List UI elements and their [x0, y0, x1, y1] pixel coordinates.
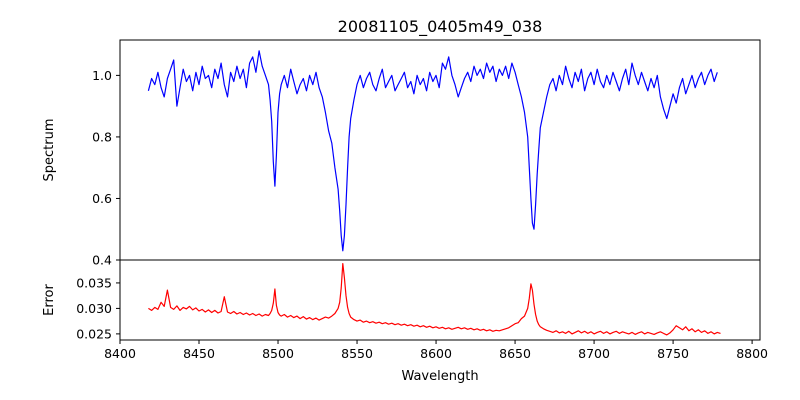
x-tick-label: 8650	[499, 346, 531, 361]
error-y-tick-label: 0.035	[76, 275, 112, 290]
error-series	[148, 263, 721, 336]
x-tick-label: 8400	[104, 346, 136, 361]
x-axis: 8400 8450 8500 8550 8600 8650 8700 8750 8800	[104, 340, 768, 361]
chart-title: 20081105_0405m49_038	[338, 17, 543, 37]
x-tick-label: 8700	[578, 346, 610, 361]
error-y-tick-label: 0.030	[76, 301, 112, 316]
spectrum-panel: 0.4 0.6 0.8 1.0 Spectrum	[42, 39, 761, 268]
error-panel: 0.025 0.030 0.035 Error	[42, 259, 761, 341]
spectrum-y-tick-label: 0.8	[92, 129, 112, 144]
spectrum-y-tick-label: 0.4	[92, 253, 112, 268]
spectrum-line-0	[147, 50, 718, 252]
x-tick-label: 8450	[183, 346, 215, 361]
x-tick-label: 8500	[262, 346, 294, 361]
error-y-axis: 0.025 0.030 0.035	[76, 275, 120, 341]
x-tick-label: 8550	[341, 346, 373, 361]
error-y-tick-label: 0.025	[76, 326, 112, 341]
error-line-0	[148, 263, 721, 336]
error-y-axis-label: Error	[42, 284, 57, 316]
spectrum-y-axis-label: Spectrum	[42, 119, 57, 182]
spectrum-y-tick-label: 0.6	[92, 191, 112, 206]
spectrum-y-tick-label: 1.0	[92, 68, 112, 83]
x-tick-label: 8800	[736, 346, 768, 361]
error-plot-frame	[119, 259, 761, 341]
x-tick-label: 8600	[420, 346, 452, 361]
spectrum-series	[147, 50, 718, 252]
x-axis-label: Wavelength	[401, 369, 478, 384]
x-tick-label: 8750	[657, 346, 689, 361]
spectrum-y-axis: 0.4 0.6 0.8 1.0	[92, 68, 120, 268]
